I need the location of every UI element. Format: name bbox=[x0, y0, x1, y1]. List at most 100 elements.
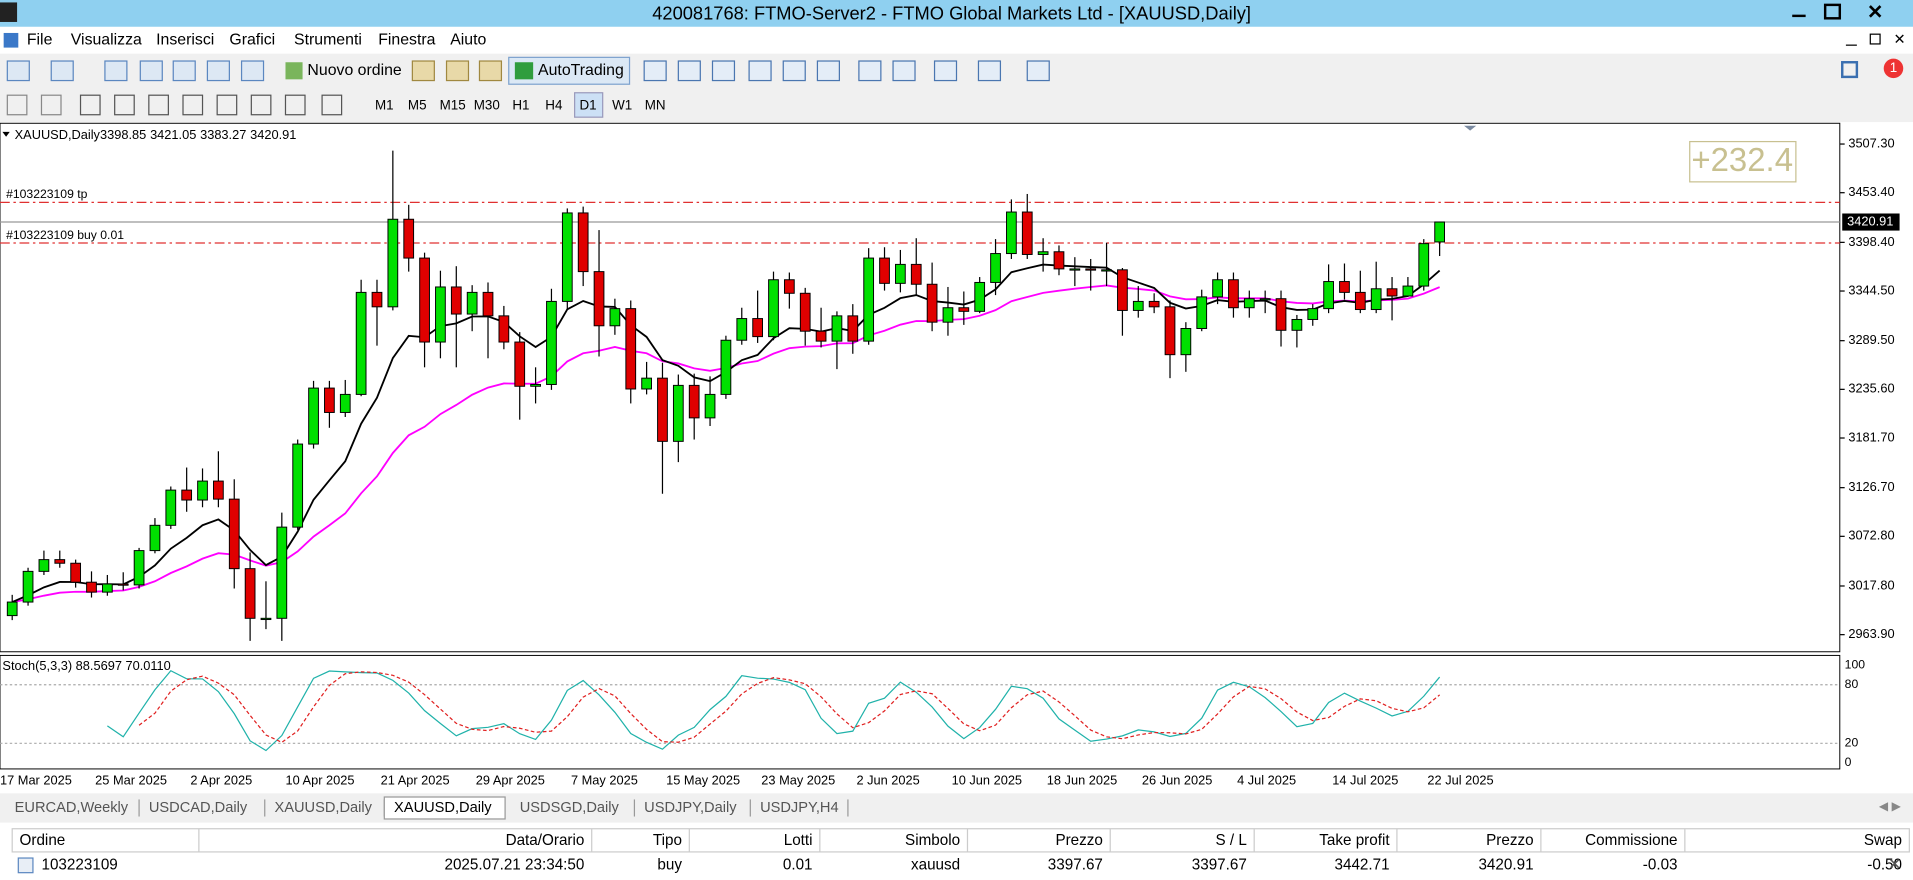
tool-icon[interactable] bbox=[445, 60, 470, 82]
tool-icon[interactable] bbox=[40, 94, 62, 116]
x-tick-label: 29 Apr 2025 bbox=[476, 773, 545, 788]
tool-icon[interactable] bbox=[6, 60, 30, 82]
timeframe-button[interactable]: M5 bbox=[408, 98, 427, 113]
draw-tool[interactable] bbox=[284, 94, 306, 116]
tool-icon[interactable] bbox=[748, 60, 772, 82]
close-order[interactable]: ✕ bbox=[1888, 857, 1901, 874]
table-header[interactable]: Take profit bbox=[1319, 832, 1390, 849]
new-order-label[interactable]: Nuovo ordine bbox=[307, 62, 401, 79]
draw-tool[interactable] bbox=[114, 94, 135, 116]
tool-icon[interactable] bbox=[6, 94, 28, 116]
tool-icon[interactable] bbox=[240, 60, 265, 82]
chart-tab[interactable]: EURCAD,Weekly bbox=[15, 800, 129, 816]
draw-tool[interactable] bbox=[321, 94, 343, 116]
table-header[interactable]: Swap bbox=[1864, 832, 1902, 849]
tool-icon[interactable] bbox=[50, 60, 74, 82]
stoch-label: Stoch(5,3,3) 88.5697 70.0110 bbox=[2, 658, 170, 673]
tool-icon[interactable] bbox=[643, 60, 667, 82]
draw-tool[interactable] bbox=[182, 94, 204, 116]
tool-icon[interactable] bbox=[782, 60, 806, 82]
candle-body bbox=[1196, 296, 1208, 329]
tool-icon[interactable] bbox=[816, 60, 840, 82]
chart-tab[interactable]: USDJPY,H4 bbox=[760, 800, 839, 816]
app-icon bbox=[0, 2, 18, 22]
timeframe-button[interactable]: W1 bbox=[612, 98, 632, 113]
tool-icon[interactable] bbox=[858, 60, 882, 82]
timeframe-button[interactable]: M15 bbox=[440, 98, 466, 113]
x-tick-label: 2 Apr 2025 bbox=[190, 773, 252, 788]
notification-badge[interactable] bbox=[1883, 58, 1904, 79]
table-header[interactable]: Prezzo bbox=[1055, 832, 1102, 849]
timeframe-button[interactable]: D1 bbox=[579, 98, 596, 113]
stoch-tick-label: 20 bbox=[1845, 736, 1859, 750]
candle-body bbox=[244, 568, 256, 619]
tool-icon[interactable] bbox=[172, 60, 196, 82]
menu-item[interactable]: Grafici bbox=[229, 31, 275, 48]
timeframe-active bbox=[574, 92, 604, 118]
timeframe-button[interactable]: H4 bbox=[545, 98, 563, 113]
table-header[interactable]: S / L bbox=[1215, 832, 1246, 849]
candle-body bbox=[831, 315, 843, 342]
menu-item[interactable]: Inserisci bbox=[156, 31, 214, 48]
candle-body bbox=[1212, 279, 1223, 298]
chart-tab[interactable]: USDJPY,Daily bbox=[644, 800, 737, 816]
chart-tab[interactable]: XAUUSD,Daily bbox=[394, 800, 492, 816]
timeframe-button[interactable]: M30 bbox=[474, 98, 500, 113]
candle-body bbox=[1006, 211, 1017, 255]
table-header[interactable]: Commissione bbox=[1585, 832, 1677, 849]
menu-item[interactable]: Strumenti bbox=[294, 31, 362, 48]
candle-body bbox=[990, 253, 1001, 283]
table-cell: 3397.67 bbox=[1192, 856, 1247, 873]
draw-tool[interactable] bbox=[148, 94, 169, 116]
table-cell: -0.03 bbox=[1643, 856, 1678, 873]
menu-item[interactable]: Visualizza bbox=[71, 31, 142, 48]
menu-item[interactable]: Aiuto bbox=[450, 31, 486, 48]
tool-icon[interactable] bbox=[206, 60, 230, 82]
tool-icon[interactable] bbox=[677, 60, 701, 82]
candle-body bbox=[403, 218, 415, 259]
tool-icon[interactable] bbox=[1026, 60, 1050, 82]
candle-body bbox=[1069, 268, 1081, 271]
close[interactable]: ✕ bbox=[1867, 2, 1883, 24]
chart-tab[interactable]: USDSGD,Daily bbox=[520, 800, 620, 816]
candle-body bbox=[942, 307, 954, 323]
candle-body bbox=[546, 300, 557, 385]
table-header[interactable]: Lotti bbox=[784, 832, 813, 849]
draw-tool[interactable] bbox=[250, 94, 272, 116]
candle-body bbox=[736, 318, 748, 341]
x-tick-label: 26 Jun 2025 bbox=[1142, 773, 1212, 788]
tab-active[interactable] bbox=[383, 796, 506, 820]
table-header[interactable]: Simbolo bbox=[905, 832, 960, 849]
tool-icon[interactable] bbox=[933, 60, 958, 82]
candle-body bbox=[435, 286, 446, 343]
tool-icon[interactable] bbox=[139, 60, 163, 82]
tool-icon[interactable] bbox=[977, 60, 1002, 82]
tool-icon[interactable] bbox=[892, 60, 916, 82]
restore[interactable] bbox=[1823, 3, 1842, 20]
table-header[interactable]: Data/Orario bbox=[506, 832, 585, 849]
tool-icon[interactable] bbox=[104, 60, 128, 82]
candle-body bbox=[1370, 288, 1382, 311]
candle-body bbox=[561, 212, 573, 302]
table-header[interactable]: Prezzo bbox=[1486, 832, 1533, 849]
candle-body bbox=[974, 281, 986, 312]
table-cell: 103223109 bbox=[41, 856, 117, 873]
search-icon[interactable] bbox=[1841, 61, 1859, 79]
table-header[interactable]: Ordine bbox=[20, 832, 66, 849]
timeframe-button[interactable]: M1 bbox=[375, 98, 394, 113]
table-cell: -0.50 bbox=[1867, 856, 1902, 873]
mdi-controls: ✕ bbox=[1845, 32, 1906, 48]
autotrading-label[interactable]: AutoTrading bbox=[538, 62, 624, 79]
table-header[interactable]: Tipo bbox=[653, 832, 682, 849]
tool-icon[interactable] bbox=[411, 60, 435, 82]
chart-tab[interactable]: XAUUSD,Daily bbox=[275, 800, 373, 816]
draw-tool[interactable] bbox=[79, 94, 101, 116]
menu-item[interactable]: Finestra bbox=[378, 31, 435, 48]
chart-tab[interactable]: USDCAD,Daily bbox=[149, 800, 248, 816]
timeframe-button[interactable]: MN bbox=[645, 98, 666, 113]
tool-icon[interactable] bbox=[478, 60, 503, 82]
tool-icon[interactable] bbox=[711, 60, 736, 82]
menu-item[interactable]: File bbox=[27, 31, 53, 48]
timeframe-button[interactable]: H1 bbox=[512, 98, 529, 113]
draw-tool[interactable] bbox=[216, 94, 238, 116]
